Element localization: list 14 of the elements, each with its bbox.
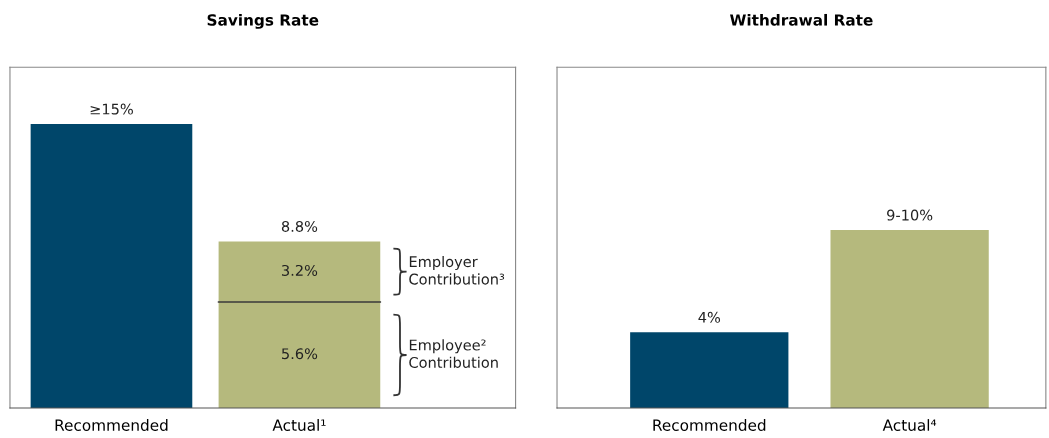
data-label: 3.2% — [282, 264, 318, 276]
total-label: 8.8% — [281, 220, 318, 232]
x-tick-label: Recommended — [653, 419, 766, 431]
x-tick-label: Recommended — [55, 419, 168, 431]
data-label: 5.6% — [282, 348, 318, 360]
chart-title: Withdrawal Rate — [730, 13, 873, 26]
chart-title: Savings Rate — [207, 13, 319, 29]
series-label: Employer Contribution³ — [409, 255, 505, 285]
data-label: 9-10% — [887, 209, 933, 221]
x-tick-label: Actual¹ — [272, 419, 326, 431]
x-tick-label: Actual⁴ — [882, 419, 937, 431]
data-label: ≥15% — [90, 103, 133, 115]
series-label: Employee² Contribution — [409, 339, 498, 368]
data-label: 4% — [698, 311, 721, 323]
